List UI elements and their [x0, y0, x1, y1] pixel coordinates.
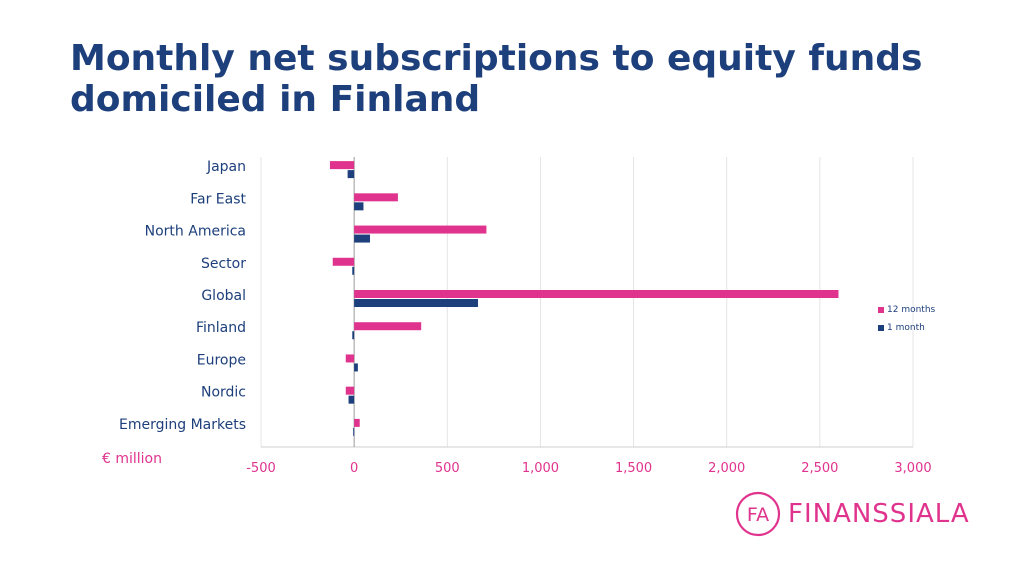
logo-mark-text: FA	[747, 504, 769, 526]
bar-12-months	[329, 161, 355, 170]
x-tick-label: -500	[246, 461, 276, 476]
category-label: Japan	[206, 159, 246, 175]
category-label: Nordic	[201, 385, 246, 401]
category-label: Europe	[197, 352, 246, 368]
bar-1-month	[354, 234, 370, 243]
bar-1-month	[352, 266, 355, 275]
x-tick-label: 2,000	[708, 461, 745, 476]
bar-1-month	[354, 299, 479, 307]
x-tick-label: 1,000	[522, 461, 559, 476]
legend-label-12-months: 12 months	[887, 305, 936, 315]
legend-swatch-12-months	[878, 307, 884, 313]
legend-item-12-months: 12 months	[878, 301, 935, 319]
bar-1-month	[354, 202, 364, 211]
x-tick-label: 1,500	[615, 461, 652, 476]
x-tick-label: 0	[350, 461, 358, 476]
bar-12-months	[345, 354, 355, 363]
chart-legend: 12 months 1 month	[878, 301, 935, 337]
bar-12-months	[345, 386, 355, 395]
bar-12-months	[354, 418, 360, 427]
bar-12-months	[354, 193, 398, 202]
legend-swatch-1-month	[878, 325, 884, 331]
logo-wordmark: FINANSSIALA	[788, 499, 970, 529]
finanssiala-logo: FA FINANSSIALA	[734, 490, 970, 538]
x-tick-label: 2,500	[801, 461, 838, 476]
category-label: Far East	[190, 191, 246, 207]
x-tick-label: 3,000	[894, 461, 931, 476]
category-label: Finland	[196, 320, 246, 336]
bar-12-months	[354, 225, 487, 234]
category-label: North America	[145, 224, 246, 240]
legend-label-1-month: 1 month	[887, 323, 925, 333]
legend-item-1-month: 1 month	[878, 319, 935, 337]
chart-title: Monthly net subscriptions to equity fund…	[70, 38, 923, 120]
logo-mark-icon: FA	[735, 491, 781, 537]
bar-12-months	[354, 290, 839, 298]
category-label: Sector	[201, 256, 246, 272]
bar-1-month	[352, 331, 355, 340]
bar-1-month	[354, 363, 358, 372]
category-label: Emerging Markets	[119, 417, 246, 433]
category-label: Global	[201, 288, 246, 304]
bar-12-months	[354, 322, 422, 331]
unit-label: € million	[102, 451, 162, 467]
bar-1-month	[353, 427, 355, 436]
bar-1-month	[347, 170, 355, 179]
bar-12-months	[332, 257, 355, 266]
x-tick-label: 500	[435, 461, 460, 476]
bar-1-month	[348, 395, 355, 404]
